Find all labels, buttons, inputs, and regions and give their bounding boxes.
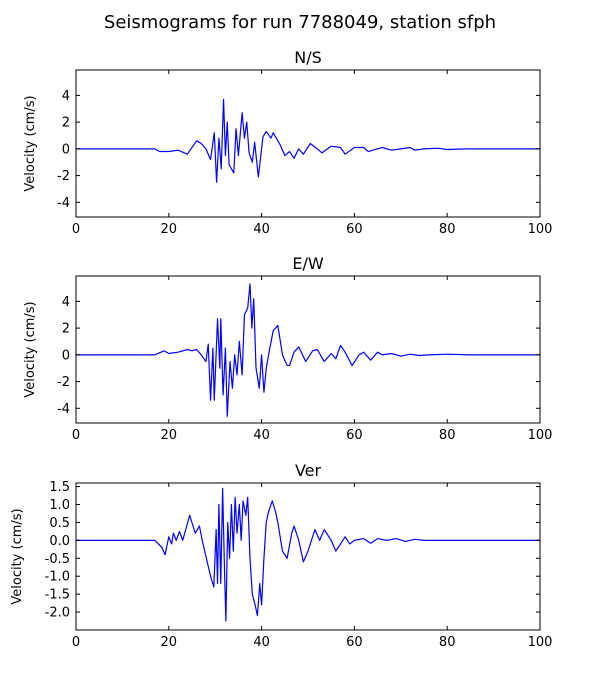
x-tick-label: 20	[161, 635, 178, 650]
x-tick-label: 0	[72, 428, 80, 443]
y-tick-label: -4	[57, 402, 70, 417]
y-tick-label: -2.0	[45, 606, 70, 621]
x-tick-label: 60	[346, 635, 363, 650]
y-tick-label: 0.0	[49, 534, 70, 549]
y-tick-label: 0.5	[49, 516, 70, 531]
x-tick-label: 80	[439, 428, 456, 443]
x-tick-label: 100	[528, 635, 553, 650]
series-line	[76, 283, 540, 417]
x-tick-label: 100	[528, 222, 553, 237]
x-tick-label: 20	[161, 222, 178, 237]
axes-title: N/S	[294, 48, 322, 67]
x-tick-label: 60	[346, 428, 363, 443]
y-axis-label: Velocity (cm/s)	[23, 95, 38, 191]
axes-title: E/W	[292, 254, 324, 273]
y-tick-label: 0	[62, 348, 70, 363]
y-axis-label: Velocity (cm/s)	[10, 508, 25, 604]
x-tick-label: 80	[439, 222, 456, 237]
x-tick-label: 40	[253, 635, 270, 650]
y-tick-label: 0	[62, 142, 70, 157]
x-tick-label: 60	[346, 222, 363, 237]
x-tick-label: 40	[253, 222, 270, 237]
figure-title: Seismograms for run 7788049, station sfp…	[104, 12, 496, 33]
y-tick-label: 2	[62, 322, 70, 337]
x-tick-label: 20	[161, 428, 178, 443]
y-axis-label: Velocity (cm/s)	[23, 301, 38, 397]
x-tick-label: 0	[72, 635, 80, 650]
y-tick-label: 1.5	[49, 480, 70, 495]
axes-frame	[75, 482, 541, 631]
x-tick-label: 40	[253, 428, 270, 443]
axes-title: Ver	[295, 461, 322, 480]
x-tick-label: 100	[528, 428, 553, 443]
y-tick-label: 4	[62, 89, 70, 104]
y-tick-label: -1.5	[45, 588, 70, 603]
axes-frame	[75, 275, 541, 424]
y-tick-label: 2	[62, 116, 70, 131]
x-tick-label: 80	[439, 635, 456, 650]
y-tick-label: -4	[57, 196, 70, 211]
series-line	[76, 487, 540, 622]
y-tick-label: 4	[62, 295, 70, 310]
y-tick-label: -1.0	[45, 570, 70, 585]
y-tick-label: -0.5	[45, 552, 70, 567]
y-tick-label: 1.0	[49, 498, 70, 513]
x-tick-label: 0	[72, 222, 80, 237]
series-line	[76, 98, 540, 183]
y-tick-label: -2	[57, 169, 70, 184]
y-tick-label: -2	[57, 375, 70, 390]
axes-frame	[75, 69, 541, 218]
